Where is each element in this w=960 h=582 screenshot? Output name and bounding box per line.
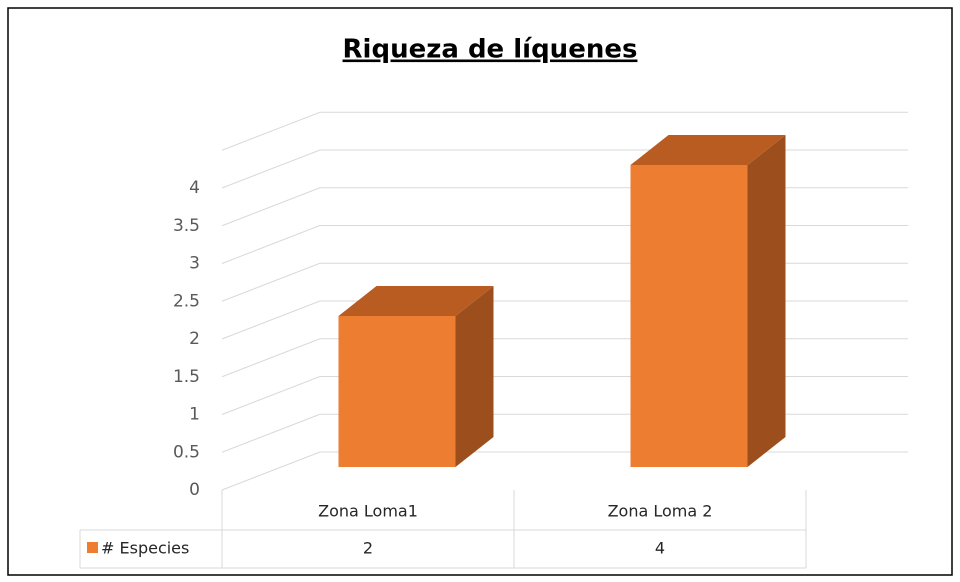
bar xyxy=(630,135,786,467)
y-tick-label: 3.5 xyxy=(173,216,200,236)
y-tick-label: 2 xyxy=(189,329,200,349)
grid-line xyxy=(221,225,321,264)
bar xyxy=(338,286,494,467)
legend-swatch xyxy=(87,542,98,553)
grid-line xyxy=(221,451,321,491)
y-tick-label: 1.5 xyxy=(173,367,200,387)
table-value: 4 xyxy=(655,539,665,558)
grid-line xyxy=(221,262,321,302)
bar-front xyxy=(338,316,456,467)
grid-line xyxy=(221,338,321,378)
grid-line xyxy=(221,300,321,340)
y-tick-label: 1 xyxy=(189,405,200,425)
chart-title: Riqueza de líquenes xyxy=(343,35,638,65)
grid-line xyxy=(221,149,321,189)
bar-front xyxy=(630,165,748,467)
grid-line xyxy=(221,376,321,415)
x-tick-label: Zona Loma 2 xyxy=(608,502,713,521)
bar-top xyxy=(630,135,786,165)
bar-side xyxy=(747,135,786,467)
y-tick-label: 0.5 xyxy=(173,442,200,462)
grid-line xyxy=(221,187,321,227)
x-tick-label: Zona Loma1 xyxy=(318,502,418,521)
legend-label: # Especies xyxy=(101,539,189,558)
bar-side xyxy=(455,286,494,467)
bar-top xyxy=(338,286,494,316)
table-value: 2 xyxy=(363,539,373,558)
y-tick-label: 0 xyxy=(189,480,200,500)
y-tick-label: 3 xyxy=(189,254,200,274)
grid-line xyxy=(221,413,321,453)
y-tick-label: 4 xyxy=(189,178,200,198)
grid-line xyxy=(221,111,321,151)
y-tick-label: 2.5 xyxy=(173,291,200,311)
